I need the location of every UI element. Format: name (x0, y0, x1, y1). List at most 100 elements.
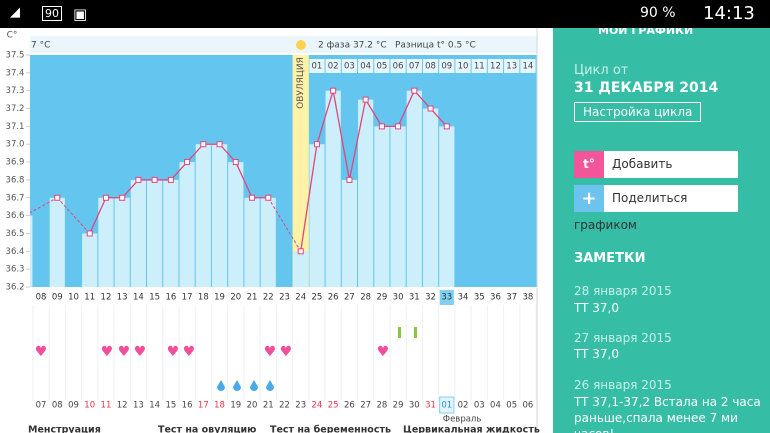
day-cell (422, 59, 439, 73)
share-chart[interactable]: + Поделиться графиком (574, 185, 738, 232)
date-label: 08 (52, 401, 63, 411)
notes-title: ЗАМЕТКИ (574, 251, 646, 266)
point (232, 159, 239, 166)
cycle-date: 31 ДЕКАБРЯ 2014 (574, 80, 719, 96)
header-strip (30, 36, 537, 53)
heart: ♥ (134, 344, 147, 360)
y-tick-label: 36.2 (6, 283, 25, 293)
x-tick-label: 10 (68, 293, 79, 303)
ovulation-label: ОВУЛЯЦИЯ (296, 57, 306, 109)
add-temperature[interactable]: t°Добавить температуру (574, 151, 738, 198)
point (249, 194, 256, 201)
note-date: 27 января 2015 (574, 331, 672, 345)
phase2-day: 09 (441, 62, 452, 72)
phase2-day: 03 (344, 62, 355, 72)
legend-item: Цервикальная жидкость (403, 425, 540, 433)
x-tick-label: 25 (312, 293, 323, 303)
status-icon: ◢ (10, 5, 20, 20)
x-tick-label: 34 (458, 293, 469, 303)
day-cell (520, 59, 536, 73)
bar (98, 197, 114, 287)
date-label: 04 (490, 401, 501, 411)
phase2-day: 10 (458, 62, 469, 72)
y-tick-label: 37.3 (6, 86, 25, 96)
ovulation-column (292, 55, 309, 287)
date-label: 19 (230, 401, 241, 411)
x-tick-label: 24 (295, 293, 306, 303)
date-label: 16 (182, 401, 193, 411)
bar (309, 144, 325, 287)
heart: ♥ (118, 344, 131, 360)
bar (114, 197, 130, 287)
day-cell (374, 59, 390, 73)
point (411, 87, 418, 94)
x-tick-label: 22 (263, 293, 274, 303)
point (216, 141, 223, 148)
note-text: TT 37,0 (574, 347, 619, 361)
bar (147, 179, 163, 287)
point (362, 96, 369, 103)
legend-item: Тест на беременность (270, 425, 391, 433)
date-label: 01 (441, 401, 452, 411)
date-label: 07 (36, 401, 47, 411)
bar (406, 90, 422, 287)
date-label: 27 (360, 401, 371, 411)
point (135, 176, 142, 183)
x-tick-label: 38 (523, 293, 534, 303)
phase2-day: 04 (360, 62, 371, 72)
bar (163, 179, 179, 287)
point (54, 194, 61, 201)
x-tick-label: 35 (474, 293, 485, 303)
x-tick-label: 23 (279, 293, 290, 303)
date-label: 17 (198, 401, 209, 411)
x-tick-label: 26 (328, 293, 339, 303)
icon: t° (574, 151, 604, 178)
y-tick-label: 37.0 (6, 140, 25, 150)
chart: ОВУЛЯЦИЯ 01 02 03 04 05 06 07 08 09 10 11 12 13 14 07 08… (5, 28, 540, 433)
point (378, 123, 385, 130)
date-label: 24 (312, 401, 323, 411)
heart: ♥ (35, 344, 48, 360)
bar (228, 162, 244, 287)
bar (422, 108, 439, 288)
bar (325, 90, 341, 287)
x-tick-label: 16 (165, 293, 176, 303)
y-tick-label: 36.9 (6, 158, 25, 168)
note-text: TT 37,0 (574, 301, 619, 315)
y-tick-label: 36.6 (6, 211, 25, 221)
phase2-day: 13 (506, 62, 517, 72)
y-tick-label: 36.4 (6, 247, 25, 257)
bar (195, 144, 211, 287)
bar (211, 144, 228, 287)
point (313, 141, 320, 148)
current-date (439, 396, 455, 414)
legend-item: Тест на овуляцию (158, 425, 256, 433)
bar (82, 233, 98, 287)
x-tick-label: 36 (490, 293, 501, 303)
phase2-day: 05 (376, 62, 387, 72)
date-label: 05 (506, 401, 517, 411)
point (346, 176, 353, 183)
bar (358, 99, 374, 287)
phase2-day: 06 (393, 62, 404, 72)
y-tick-label: 37.5 (6, 51, 25, 61)
clock: 14:13 (703, 3, 755, 24)
phase2-day: 11 (474, 62, 485, 72)
date-label: 03 (474, 401, 485, 411)
test-mark (398, 327, 401, 338)
bar (49, 197, 65, 287)
date-label: 12 (117, 401, 128, 411)
date-label: 14 (149, 401, 160, 411)
note-date: 28 января 2015 (574, 284, 672, 298)
gap-line (267, 197, 302, 252)
heart: ♥ (183, 344, 196, 360)
cycle-settings[interactable]: Настройка цикла (574, 102, 702, 122)
point (443, 123, 450, 130)
bar (374, 126, 390, 287)
day-cell (325, 59, 341, 73)
drop (217, 380, 225, 391)
y-tick-label: 37.1 (6, 122, 25, 132)
x-tick-label: 09 (52, 293, 63, 303)
temperature-line (300, 89, 448, 252)
